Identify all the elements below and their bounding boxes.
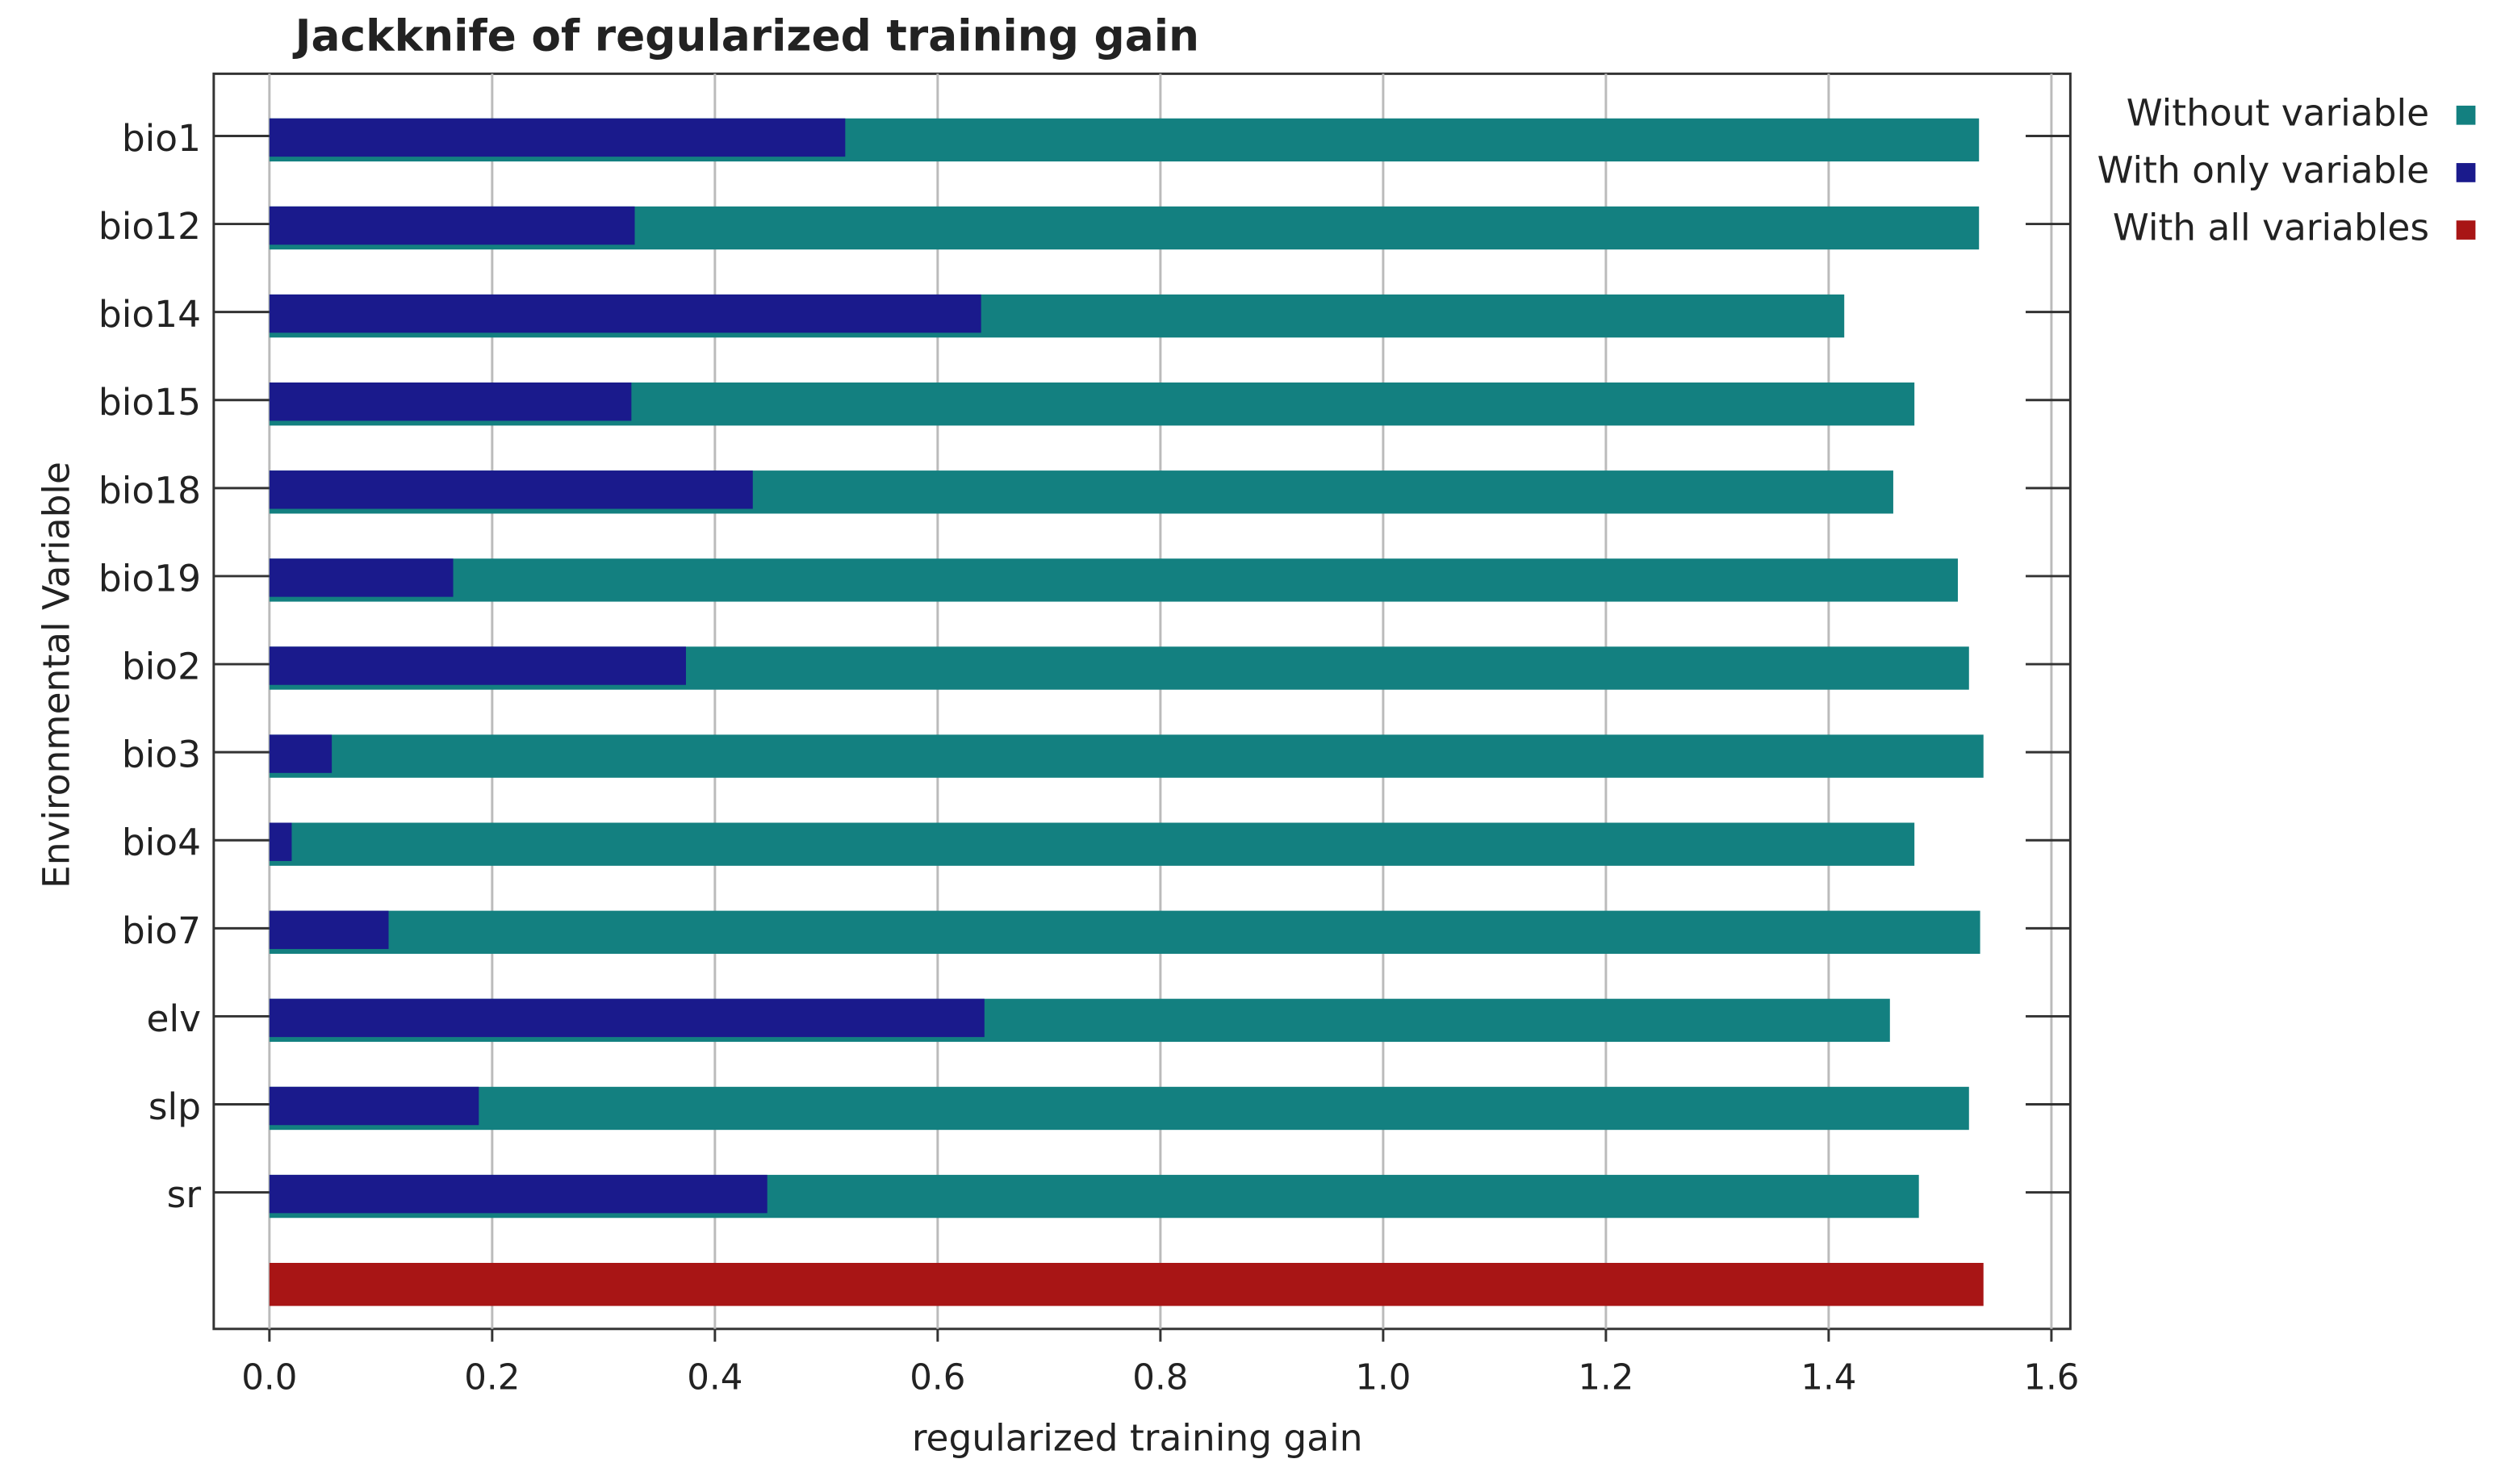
- y-tick-label: bio15: [98, 381, 201, 424]
- x-tick-label: 0.8: [1132, 1358, 1188, 1398]
- x-tick-label: 0.0: [241, 1358, 297, 1398]
- y-tick-label: sr: [167, 1173, 202, 1216]
- bar: [269, 1262, 1984, 1306]
- bar: [269, 118, 846, 157]
- bar: [269, 558, 1958, 602]
- y-tick-label: bio12: [98, 205, 201, 248]
- x-tick-label: 1.2: [1578, 1358, 1633, 1398]
- bar: [269, 734, 1984, 778]
- y-tick-label: bio4: [122, 821, 201, 864]
- y-axis-label: Environmental Variable: [36, 462, 78, 888]
- x-axis-label: regularized training gain: [912, 1417, 1363, 1460]
- bar: [269, 1086, 479, 1126]
- bar: [269, 910, 389, 950]
- y-tick-label: bio3: [122, 734, 201, 776]
- x-tick-label: 0.4: [687, 1358, 742, 1398]
- y-tick-label: bio19: [98, 557, 201, 600]
- y-tick-label: elv: [147, 997, 201, 1040]
- x-tick-label: 0.6: [910, 1358, 965, 1398]
- bar: [269, 470, 753, 509]
- x-tick-label: 1.4: [1800, 1358, 1856, 1398]
- legend-swatch: [2456, 163, 2476, 182]
- x-tick-label: 1.6: [2023, 1358, 2079, 1398]
- bar: [269, 822, 1915, 866]
- legend-swatch: [2456, 220, 2476, 240]
- y-tick-label: bio1: [122, 117, 201, 160]
- bar: [269, 910, 1980, 954]
- y-tick-label: bio18: [98, 469, 201, 512]
- x-tick-label: 0.2: [464, 1358, 520, 1398]
- bar: [269, 822, 292, 861]
- bar: [269, 558, 454, 597]
- y-tick-label: bio7: [122, 909, 201, 952]
- legend-label: Without variable: [2127, 91, 2429, 134]
- bar: [269, 294, 981, 333]
- bar: [269, 734, 332, 773]
- x-tick-label: 1.0: [1355, 1358, 1411, 1398]
- bar: [269, 206, 635, 245]
- bar: [269, 1086, 1969, 1131]
- chart-title: Jackknife of regularized training gain: [293, 10, 1199, 61]
- legend-label: With all variables: [2113, 207, 2429, 249]
- bar: [269, 1174, 767, 1214]
- bar: [269, 382, 632, 421]
- bar: [269, 998, 985, 1038]
- legend-swatch: [2456, 105, 2476, 125]
- y-tick-label: bio2: [122, 645, 201, 688]
- y-tick-label: bio14: [98, 293, 201, 336]
- legend-label: With only variable: [2097, 148, 2429, 191]
- bar: [269, 646, 686, 685]
- y-tick-label: slp: [148, 1085, 201, 1128]
